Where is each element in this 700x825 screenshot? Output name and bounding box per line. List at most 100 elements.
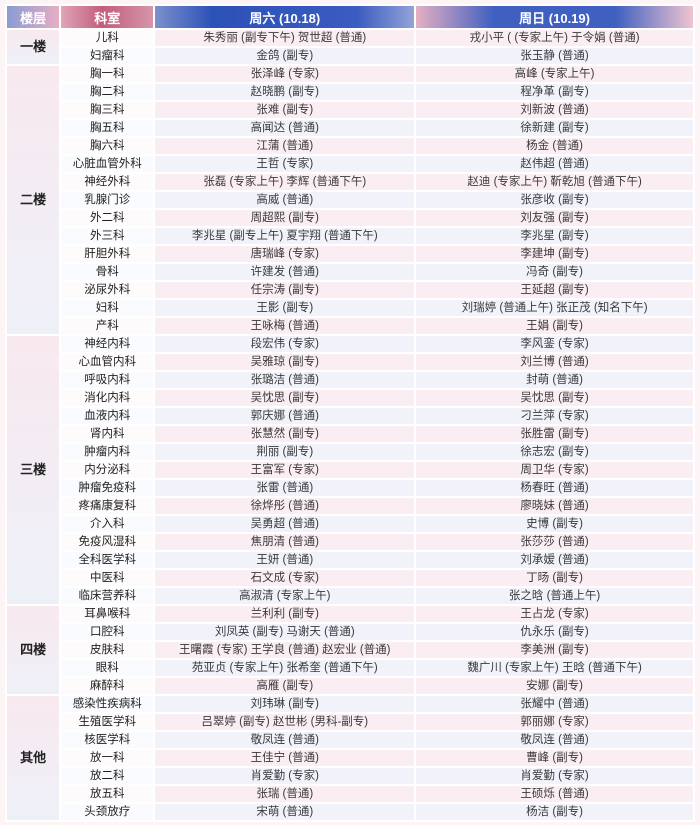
- saturday-cell: 高雁 (副专): [155, 678, 415, 694]
- sunday-cell: 杨金 (普通): [416, 138, 693, 154]
- sunday-cell: 周卫华 (专家): [416, 462, 693, 478]
- saturday-cell: 郭庆娜 (普通): [155, 408, 415, 424]
- header-floor: 楼层: [7, 6, 60, 28]
- header-saturday: 周六 (10.18): [155, 6, 415, 28]
- department-cell: 外三科: [61, 228, 154, 244]
- sunday-cell: 王硕烁 (普通): [416, 786, 693, 802]
- department-cell: 肿瘤免疫科: [61, 480, 154, 496]
- saturday-cell: 吕翠婷 (副专) 赵世彬 (男科-副专): [155, 714, 415, 730]
- schedule-row: 泌尿外科 任宗涛 (副专) 王延超 (副专): [7, 282, 693, 298]
- sunday-cell: 李美洲 (副专): [416, 642, 693, 658]
- sunday-cell: 赵迪 (专家上午) 靳乾旭 (普通下午): [416, 174, 693, 190]
- sunday-cell: 史博 (副专): [416, 516, 693, 532]
- sunday-cell: 李风銮 (专家): [416, 336, 693, 352]
- saturday-cell: 高淑清 (专家上午): [155, 588, 415, 604]
- department-cell: 核医学科: [61, 732, 154, 748]
- department-cell: 放五科: [61, 786, 154, 802]
- sunday-cell: 刘友强 (副专): [416, 210, 693, 226]
- saturday-cell: 刘玮琳 (副专): [155, 696, 415, 712]
- saturday-cell: 吴忱思 (副专): [155, 390, 415, 406]
- department-cell: 妇科: [61, 300, 154, 316]
- department-cell: 泌尿外科: [61, 282, 154, 298]
- schedule-row: 临床营养科 高淑清 (专家上午) 张之晗 (普通上午): [7, 588, 693, 604]
- floor-label: 一楼: [7, 30, 60, 64]
- schedule-row: 放二科 肖爱勤 (专家) 肖爱勤 (专家): [7, 768, 693, 784]
- sunday-cell: 冯奇 (副专): [416, 264, 693, 280]
- saturday-cell: 刘凤英 (副专) 马谢天 (普通): [155, 624, 415, 640]
- saturday-cell: 张磊 (专家上午) 李辉 (普通下午): [155, 174, 415, 190]
- department-cell: 呼吸内科: [61, 372, 154, 388]
- department-cell: 骨科: [61, 264, 154, 280]
- sunday-cell: 王娟 (副专): [416, 318, 693, 334]
- sunday-cell: 仇永乐 (副专): [416, 624, 693, 640]
- floor-label: 三楼: [7, 336, 60, 604]
- department-cell: 胸六科: [61, 138, 154, 154]
- department-cell: 血液内科: [61, 408, 154, 424]
- saturday-cell: 王曙霞 (专家) 王学良 (普通) 赵宏业 (普通): [155, 642, 415, 658]
- saturday-cell: 江蒲 (普通): [155, 138, 415, 154]
- schedule-row: 口腔科 刘凤英 (副专) 马谢天 (普通) 仇永乐 (副专): [7, 624, 693, 640]
- schedule-row: 一楼 儿科 朱秀丽 (副专下午) 贺世超 (普通) 戎小平 ( (专家上午) 于令娟 …: [7, 30, 693, 64]
- sunday-cell: 王延超 (副专): [416, 282, 693, 298]
- saturday-cell: 王影 (副专): [155, 300, 415, 316]
- saturday-cell: 王佳宁 (普通): [155, 750, 415, 766]
- header-department: 科室: [61, 6, 154, 28]
- department-cell: 乳腺门诊: [61, 192, 154, 208]
- sunday-cell: 戎小平 ( (专家上午) 于令娟 (普通): [416, 30, 693, 46]
- department-cell: 中医科: [61, 570, 154, 586]
- sunday-cell: 刘兰博 (普通): [416, 354, 693, 370]
- schedule-row: 乳腺门诊 高威 (普通) 张彦收 (副专): [7, 192, 693, 208]
- saturday-cell: 宋萌 (普通): [155, 804, 415, 820]
- sunday-cell: 刁兰萍 (专家): [416, 408, 693, 424]
- department-cell: 放一科: [61, 750, 154, 766]
- sunday-cell: 肖爱勤 (专家): [416, 768, 693, 784]
- saturday-cell: 吴雅琼 (副专): [155, 354, 415, 370]
- department-cell: 心脏血管外科: [61, 156, 154, 172]
- department-cell: 消化内科: [61, 390, 154, 406]
- department-cell: 眼科: [61, 660, 154, 676]
- schedule-row: 三楼 神经内科 段宏伟 (专家) 李风銮 (专家): [7, 336, 693, 604]
- schedule-row: 心脏血管外科 王哲 (专家) 赵伟超 (普通): [7, 156, 693, 172]
- sunday-cell: 张胜雷 (副专): [416, 426, 693, 442]
- sunday-cell: 徐志宏 (副专): [416, 444, 693, 460]
- floor-label: 四楼: [7, 606, 60, 694]
- department-cell: 肝胆外科: [61, 246, 154, 262]
- header-row: 楼层 科室 周六 (10.18) 周日 (10.19): [7, 6, 693, 28]
- schedule-row: 肝胆外科 唐瑞峰 (专家) 李建坤 (副专): [7, 246, 693, 262]
- schedule-row: 介入科 吴勇超 (普通) 史博 (副专): [7, 516, 693, 532]
- schedule-body: 一楼 儿科 朱秀丽 (副专下午) 贺世超 (普通) 戎小平 ( (专家上午) 于令娟 …: [7, 30, 693, 820]
- saturday-cell: 张雷 (普通): [155, 480, 415, 496]
- sunday-cell: 吴忱思 (副专): [416, 390, 693, 406]
- department-cell: 临床营养科: [61, 588, 154, 604]
- department-cell: 神经内科: [61, 336, 154, 352]
- sunday-cell: 敬凤连 (普通): [416, 732, 693, 748]
- department-cell: 妇瘤科: [61, 48, 154, 64]
- department-cell: 肿瘤内科: [61, 444, 154, 460]
- saturday-cell: 敬凤连 (普通): [155, 732, 415, 748]
- sunday-cell: 张彦收 (副专): [416, 192, 693, 208]
- department-cell: 疼痛康复科: [61, 498, 154, 514]
- schedule-row: 疼痛康复科 徐烨彤 (普通) 廖晓妹 (普通): [7, 498, 693, 514]
- sunday-cell: 赵伟超 (普通): [416, 156, 693, 172]
- department-cell: 耳鼻喉科: [61, 606, 154, 622]
- saturday-cell: 吴勇超 (普通): [155, 516, 415, 532]
- schedule-row: 眼科 苑亚贞 (专家上午) 张希奎 (普通下午) 魏广川 (专家上午) 王晗 (普通…: [7, 660, 693, 676]
- schedule-row: 呼吸内科 张璐洁 (普通) 封萌 (普通): [7, 372, 693, 388]
- schedule-row: 胸五科 高闻达 (普通) 徐新建 (副专): [7, 120, 693, 136]
- sunday-cell: 高峰 (专家上午): [416, 66, 693, 82]
- department-cell: 介入科: [61, 516, 154, 532]
- schedule-row: 放一科 王佳宁 (普通) 曹峰 (副专): [7, 750, 693, 766]
- schedule-row: 皮肤科 王曙霞 (专家) 王学良 (普通) 赵宏业 (普通) 李美洲 (副专): [7, 642, 693, 658]
- department-cell: 儿科: [61, 30, 154, 46]
- schedule-row: 全科医学科 王妍 (普通) 刘承嫒 (普通): [7, 552, 693, 568]
- saturday-cell: 朱秀丽 (副专下午) 贺世超 (普通): [155, 30, 415, 46]
- sunday-cell: 张耀中 (普通): [416, 696, 693, 712]
- schedule-row: 妇瘤科 金鸽 (副专) 张玉静 (普通): [7, 48, 693, 64]
- saturday-cell: 王哲 (专家): [155, 156, 415, 172]
- schedule-row: 放五科 张瑞 (普通) 王硕烁 (普通): [7, 786, 693, 802]
- saturday-cell: 荆丽 (副专): [155, 444, 415, 460]
- saturday-cell: 王咏梅 (普通): [155, 318, 415, 334]
- schedule-row: 骨科 许建发 (普通) 冯奇 (副专): [7, 264, 693, 280]
- schedule-row: 肿瘤内科 荆丽 (副专) 徐志宏 (副专): [7, 444, 693, 460]
- department-cell: 口腔科: [61, 624, 154, 640]
